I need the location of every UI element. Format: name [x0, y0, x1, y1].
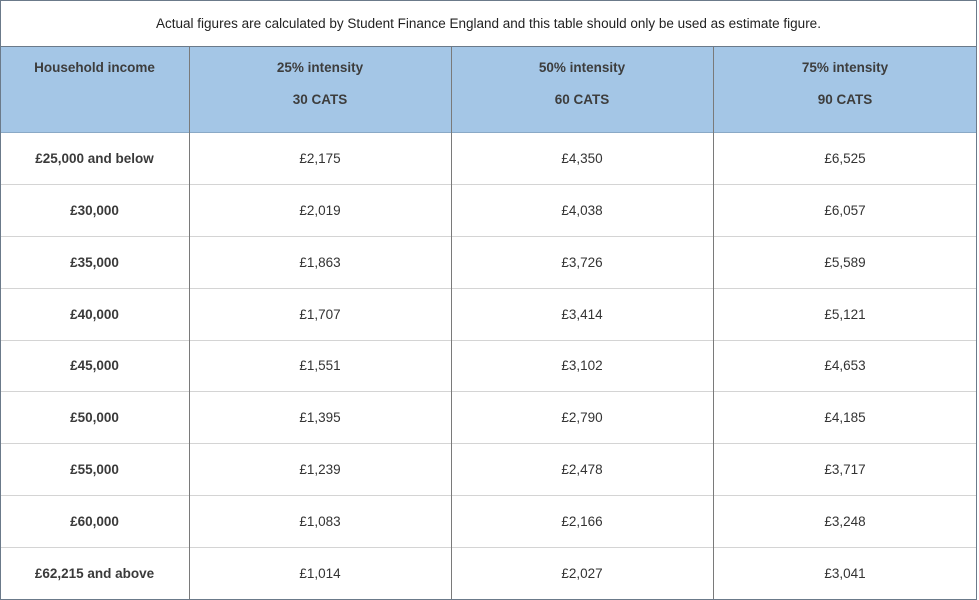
row-label: £40,000 [0, 289, 189, 341]
amount-cell: £4,185 [713, 392, 977, 445]
row-label: £62,215 and above [0, 548, 189, 600]
amount-cell: £3,414 [451, 289, 713, 341]
column-divider [451, 46, 452, 600]
amount-cell: £2,019 [189, 185, 451, 237]
amount-cell: £5,589 [713, 237, 977, 289]
note: Actual figures are calculated by Student… [0, 0, 977, 46]
column-title: 50% intensity [538, 60, 626, 75]
column-title: 75% intensity [801, 60, 889, 75]
row-label: £50,000 [0, 392, 189, 445]
column-divider [189, 46, 190, 600]
amount-cell: £4,350 [451, 133, 713, 185]
row-label: £45,000 [0, 341, 189, 393]
amount-cell: £4,653 [713, 341, 977, 393]
header-cell: 50% intensity 60 CATS [451, 46, 713, 133]
column-subtitle: 30 CATS [292, 92, 348, 107]
header-cell: 75% intensity 90 CATS [713, 46, 977, 133]
amount-cell: £1,551 [189, 341, 451, 393]
amount-cell: £1,014 [189, 548, 451, 600]
amount-cell: £1,863 [189, 237, 451, 289]
amount-cell: £2,790 [451, 392, 713, 445]
amount-cell: £6,525 [713, 133, 977, 185]
amount-cell: £1,083 [189, 496, 451, 549]
amount-cell: £2,175 [189, 133, 451, 185]
header-cell: Household income [0, 46, 189, 133]
column-title: Household income [34, 60, 155, 75]
row-label: £35,000 [0, 237, 189, 289]
column-subtitle: 60 CATS [554, 92, 610, 107]
amount-cell: £2,166 [451, 496, 713, 549]
amount-cell: £4,038 [451, 185, 713, 237]
amount-cell: £2,027 [451, 548, 713, 600]
amount-cell: £3,726 [451, 237, 713, 289]
row-label: £60,000 [0, 496, 189, 549]
amount-cell: £3,041 [713, 548, 977, 600]
amount-cell: £3,248 [713, 496, 977, 549]
amount-cell: £6,057 [713, 185, 977, 237]
header-cell: 25% intensity 30 CATS [189, 46, 451, 133]
row-label: £55,000 [0, 444, 189, 497]
row-label: £30,000 [0, 185, 189, 237]
column-divider [713, 46, 714, 600]
amount-cell: £1,239 [189, 444, 451, 497]
amount-cell: £1,395 [189, 392, 451, 445]
column-subtitle: 90 CATS [817, 92, 873, 107]
amount-cell: £2,478 [451, 444, 713, 497]
amount-cell: £3,102 [451, 341, 713, 393]
row-label: £25,000 and below [0, 133, 189, 185]
amount-cell: £1,707 [189, 289, 451, 341]
column-title: 25% intensity [276, 60, 364, 75]
amount-cell: £3,717 [713, 444, 977, 497]
amount-cell: £5,121 [713, 289, 977, 341]
